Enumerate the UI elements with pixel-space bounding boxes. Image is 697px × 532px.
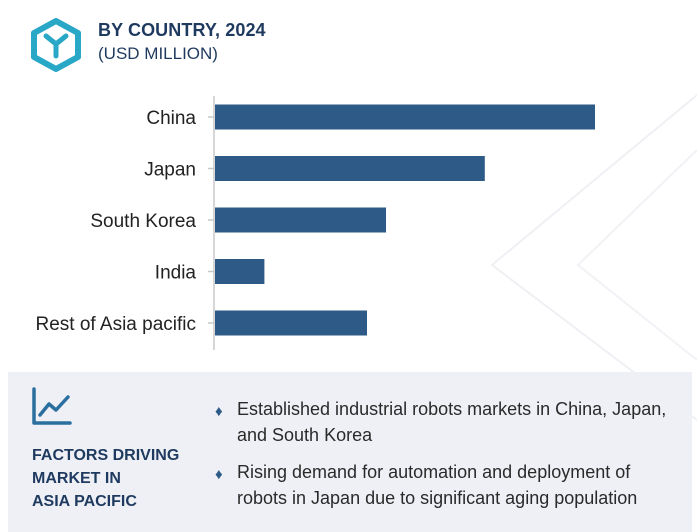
diamond-bullet-icon: ♦ <box>215 466 223 483</box>
category-label: India <box>155 263 197 284</box>
bar-china <box>215 104 595 130</box>
panel-heading-line-3: ASIA PACIFIC <box>32 493 137 510</box>
category-label: China <box>146 108 196 129</box>
category-label: Japan <box>144 160 196 181</box>
factor-text: Established industrial robots markets in… <box>237 399 667 445</box>
diamond-bullet-icon: ♦ <box>215 403 223 420</box>
factors-list: ♦ Established industrial robots markets … <box>215 396 685 522</box>
factor-text: Rising demand for automation and deploym… <box>237 462 638 508</box>
category-label: South Korea <box>90 211 196 232</box>
panel-heading-line-2: MARKET IN <box>32 470 121 487</box>
bar-rest-of-asia-pacific <box>215 310 367 336</box>
bar-chart: China Japan South Korea India Rest of Asia p… <box>35 96 595 350</box>
bar-south-korea <box>215 207 386 233</box>
category-label: Rest of Asia pacific <box>35 314 196 335</box>
bar-india <box>215 259 265 284</box>
chart-subtitle: (USD MILLION) <box>98 44 218 63</box>
bar-japan <box>215 156 485 181</box>
factor-item: ♦ Established industrial robots markets … <box>215 396 685 448</box>
panel-heading: FACTORS DRIVING MARKET IN ASIA PACIFIC <box>32 444 202 513</box>
factor-item: ♦ Rising demand for automation and deplo… <box>215 459 685 511</box>
panel-heading-line-1: FACTORS DRIVING <box>32 447 180 464</box>
chart-title: BY COUNTRY, 2024 <box>98 20 266 40</box>
factors-panel <box>8 372 692 532</box>
trend-chart-icon <box>32 387 72 425</box>
hexagon-logo-icon <box>31 18 81 72</box>
